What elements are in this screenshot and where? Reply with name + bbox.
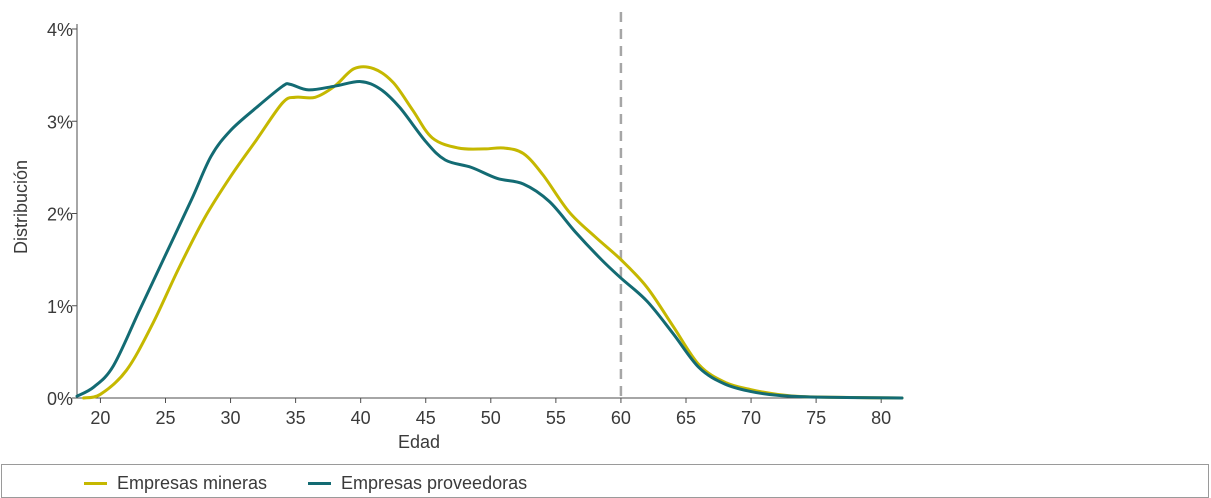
- series-line-empresas-proveedoras: [75, 80, 904, 400]
- legend-label-proveedoras: Empresas proveedoras: [341, 473, 528, 493]
- x-tick-label: 35: [286, 408, 306, 428]
- x-axis-title: Edad: [398, 432, 440, 452]
- density-chart: 0% 1% 2% 3% 4% 20 25 30 35 40 45 50 55 60 65 70 75 80 Eda…: [11, 12, 904, 452]
- x-tick-label: 80: [871, 408, 891, 428]
- y-tick-label: 1%: [47, 297, 73, 317]
- legend-label-mineras: Empresas mineras: [117, 473, 268, 493]
- legend: Empresas mineras Empresas proveedoras: [1, 464, 1209, 498]
- x-tick-label: 75: [806, 408, 826, 428]
- legend-item-mineras: Empresas mineras: [84, 473, 267, 494]
- x-tick-label: 60: [611, 408, 631, 428]
- x-tick-label: 25: [155, 408, 175, 428]
- series-layer: [75, 65, 904, 400]
- y-axis-title: Distribución: [11, 160, 31, 254]
- x-tick-label: 70: [741, 408, 761, 428]
- series-line-empresas-mineras: [82, 65, 904, 400]
- x-tick-label: 40: [351, 408, 371, 428]
- legend-item-proveedoras: Empresas proveedoras: [308, 473, 527, 494]
- legend-swatch-mineras: [84, 482, 107, 485]
- x-tick-label: 30: [221, 408, 241, 428]
- x-tick-label: 45: [416, 408, 436, 428]
- x-tick-label: 55: [546, 408, 566, 428]
- tick-labels: 0% 1% 2% 3% 4% 20 25 30 35 40 45 50 55 60 65 70 75 80: [47, 20, 891, 428]
- y-tick-label: 4%: [47, 20, 73, 40]
- y-tick-label: 3%: [47, 112, 73, 132]
- axes: [72, 24, 902, 403]
- y-tick-label: 2%: [47, 205, 73, 225]
- x-tick-label: 65: [676, 408, 696, 428]
- legend-swatch-proveedoras: [308, 482, 331, 485]
- y-tick-label: 0%: [47, 389, 73, 409]
- x-tick-label: 20: [90, 408, 110, 428]
- x-tick-label: 50: [481, 408, 501, 428]
